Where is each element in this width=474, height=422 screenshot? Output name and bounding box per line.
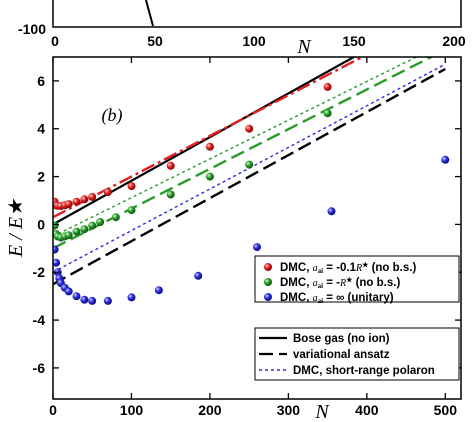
point-2-11 [127,293,136,302]
point-2-7 [72,292,81,301]
legend-entry-2: DMC, aai = ∞ (unitary) [280,292,394,305]
point-1-11 [127,206,136,215]
point-1-10 [111,213,120,222]
y-tick-label-4: 4 [37,121,45,137]
legend-marker-0 [264,263,272,271]
point-1-12 [166,190,175,199]
y-tick-label-2: 2 [37,169,45,185]
y-tick-label-6: 6 [37,73,45,89]
point-2-16 [441,155,450,164]
point-0-5 [64,200,73,209]
point-0-7 [80,195,89,204]
top-panel: -100 0 50 100 150 200 N [18,0,466,58]
x-tick-label-300: 300 [277,402,301,418]
series-line-8-unnamed [53,57,418,238]
top-panel-x-tick-200: 200 [442,33,466,49]
series-line-6-unnamed [53,57,365,219]
point-2-12 [154,286,163,295]
point-0-9 [103,188,112,197]
legend-box-points [254,255,460,303]
legend-line-label-2: DMC, short-range polaron [293,365,435,377]
point-2-6 [64,287,73,296]
top-panel-x-tick-100: 100 [242,33,266,49]
point-1-8 [88,221,97,230]
point-2-14 [253,243,261,252]
x-tick-label-400: 400 [355,402,379,418]
point-2-10 [103,296,112,305]
top-panel-x-label: N [296,36,312,58]
panel-label: (b) [102,105,123,126]
y-axis-label: E / E★ [5,198,27,258]
point-2-0 [53,245,59,254]
axis-ticks: 0 100 200 300 400 500 -6 -4 -2 0 2 4 6 [33,57,461,418]
top-panel-x-tick-150: 150 [342,33,366,49]
top-panel-frame [52,0,462,28]
x-tick-label-200: 200 [198,402,222,418]
y-tick-label--6: -6 [33,360,46,376]
point-1-5 [64,231,73,240]
legend-marker-1 [264,278,272,286]
point-2-13 [194,271,203,280]
legend-entry-0: DMC, aai = -0.1R★ (no b.s.) [280,261,416,275]
y-tick-label--2: -2 [33,264,46,280]
legend-line-label-0: Bose gas (no ion) [293,333,390,345]
point-2-1 [53,258,61,267]
y-tick-label-0: 0 [37,216,45,232]
legend-line-label-1: variational ansatz [293,349,390,361]
point-1-9 [96,218,105,226]
y-tick-label--4: -4 [33,312,46,328]
point-1-15 [323,109,332,118]
top-panel-curve [145,0,154,27]
point-0-11 [166,161,175,170]
point-0-10 [127,182,136,191]
point-1-13 [205,172,214,181]
point-1-14 [245,160,254,169]
x-axis-label: N [314,401,330,422]
point-0-12 [205,142,214,151]
legend-marker-2 [264,293,272,301]
x-tick-label-0: 0 [49,402,57,418]
data-points [53,82,450,305]
top-panel-x-tick-0: 0 [51,33,59,49]
series-line-7-unnamed [53,57,434,250]
legend-box-lines [254,327,460,381]
top-panel-x-tick-50: 50 [147,33,163,49]
point-2-15 [327,207,336,216]
point-2-8 [80,295,89,304]
legend-entry-1: DMC, aai = -R★ (no b.s.) [280,276,400,290]
x-tick-label-100: 100 [120,402,144,418]
series-line-4-variational-ansatz [53,67,446,286]
point-1-0 [53,221,59,230]
point-1-6 [72,227,81,236]
point-1-7 [80,225,89,234]
point-2-9 [88,296,97,305]
plot-frame [52,56,462,400]
point-0-8 [88,192,97,201]
point-0-6 [72,197,81,206]
point-0-14 [323,82,332,91]
top-panel-y-tick: -100 [18,21,46,37]
point-0-13 [245,124,254,133]
legend: DMC, aai = -0.1R★ (no b.s.)DMC, aai = -R… [254,255,460,381]
x-tick-label-500: 500 [434,402,458,418]
